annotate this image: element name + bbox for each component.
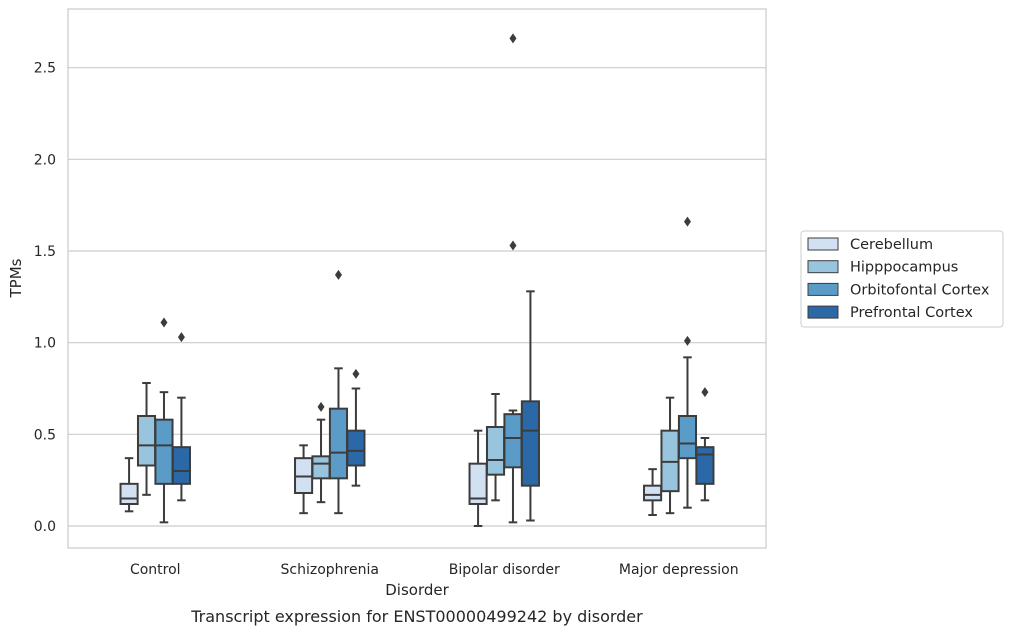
plot-frame [67, 8, 767, 549]
outlier-point [701, 387, 709, 398]
box-iqr [643, 484, 663, 502]
box-iqr [119, 482, 139, 506]
box-orbitofontal-cortex-control [154, 317, 174, 524]
legend-label: Orbitofontal Cortex [850, 282, 990, 298]
x-tick-label: Bipolar disorder [449, 562, 560, 578]
box-hipppocampus-control [136, 382, 157, 496]
outlier-point [160, 317, 168, 328]
outlier-point [683, 216, 691, 227]
box-iqr [695, 446, 715, 485]
box-orbitofontal-cortex-schizophrenia [328, 269, 349, 515]
box-prefrontal-cortex-bipolar-disorder [520, 290, 540, 522]
box-iqr [136, 415, 157, 467]
boxes [119, 33, 715, 527]
box-cerebellum-bipolar-disorder [468, 429, 488, 527]
y-axis-label: TPMs [7, 258, 25, 298]
box-hipppocampus-bipolar-disorder [485, 393, 506, 502]
outlier-point [509, 33, 517, 44]
x-tick-label: Schizophrenia [281, 562, 379, 578]
outlier-point [334, 269, 342, 280]
outlier-point [352, 368, 360, 379]
box-orbitofontal-cortex-bipolar-disorder [503, 33, 523, 524]
box-iqr [171, 446, 191, 485]
y-tick-label: 1.5 [34, 244, 56, 260]
box-iqr [503, 413, 523, 469]
box-cerebellum-major-depression [643, 468, 663, 516]
y-tick-labels: 0.0 0.5 1.0 1.5 2.0 2.5 [34, 61, 56, 535]
box-iqr [328, 407, 349, 480]
x-tick-label: Control [130, 562, 181, 578]
box-iqr [311, 455, 331, 480]
x-axis-label: Disorder [385, 581, 449, 599]
box-prefrontal-cortex-schizophrenia [346, 368, 366, 487]
box-iqr [468, 462, 488, 505]
box-iqr [677, 415, 698, 460]
box-hipppocampus-schizophrenia [311, 401, 331, 504]
box-iqr [485, 426, 506, 476]
legend-swatch [807, 260, 839, 274]
box-cerebellum-schizophrenia [294, 444, 314, 515]
box-prefrontal-cortex-major-depression [695, 387, 715, 502]
legend-swatch [807, 237, 839, 251]
legend-frame [800, 230, 1004, 328]
y-tick-label: 0.5 [34, 427, 56, 443]
outlier-point [509, 240, 517, 251]
x-tick-label: Major depression [619, 562, 739, 578]
legend-label: Prefrontal Cortex [850, 305, 973, 321]
gridlines [68, 67, 766, 527]
legend-swatch [807, 282, 839, 296]
box-orbitofontal-cortex-major-depression [677, 216, 698, 509]
legend-label: Hipppocampus [850, 260, 958, 276]
legend-label: Cerebellum [850, 237, 933, 253]
x-tick-labels: Control Schizophrenia Bipolar disorder Majo… [130, 562, 739, 578]
legend-swatch [807, 305, 839, 319]
box-iqr [520, 400, 540, 487]
y-tick-label: 1.0 [34, 336, 56, 352]
y-tick-label: 0.0 [34, 519, 56, 535]
box-iqr [346, 429, 366, 467]
box-cerebellum-control [119, 457, 139, 513]
box-hipppocampus-major-depression [660, 396, 680, 515]
outlier-point [317, 401, 325, 412]
y-tick-label: 2.5 [34, 61, 56, 77]
outlier-point [683, 335, 691, 346]
box-prefrontal-cortex-control [171, 332, 191, 502]
box-iqr [154, 418, 174, 485]
legend: Cerebellum Hipppocampus Orbitofontal Corte… [800, 230, 1004, 328]
outlier-point [177, 332, 185, 343]
y-tick-label: 2.0 [34, 152, 56, 168]
chart-caption: Transcript expression for ENST0000049924… [190, 607, 643, 626]
